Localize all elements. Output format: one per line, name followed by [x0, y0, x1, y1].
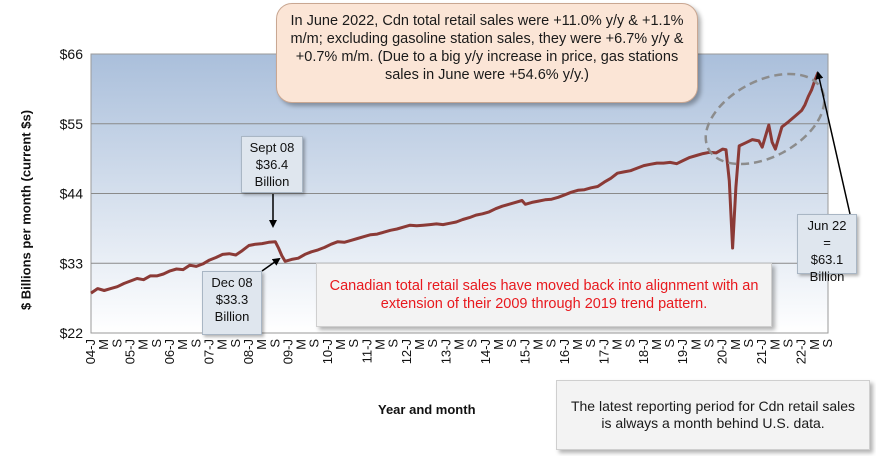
x-tick-label: S	[504, 339, 519, 348]
x-tick-label: 11-J	[359, 339, 374, 363]
x-tick-label: M	[609, 339, 624, 350]
x-tick-label: M	[412, 339, 427, 350]
x-tick-label: S	[267, 339, 282, 348]
x-tick-label: S	[544, 339, 559, 348]
x-tick-label: 06-J	[162, 339, 177, 364]
x-tick-label: 08-J	[241, 339, 256, 364]
x-tick-label: M	[807, 339, 822, 350]
x-tick-label: M	[373, 339, 388, 350]
x-tick-label: 19-J	[675, 339, 690, 364]
x-tick-label: S	[386, 339, 401, 348]
x-tick-label: 09-J	[280, 339, 295, 364]
y-tick-label: $22	[60, 325, 84, 341]
x-tick-label: 22-J	[794, 339, 809, 364]
x-tick-label: M	[570, 339, 585, 350]
x-tick-label: M	[294, 339, 309, 350]
x-tick-label: 12-J	[399, 339, 414, 364]
jun22-arrow	[815, 71, 851, 215]
x-tick-label: M	[728, 339, 743, 350]
x-tick-label: S	[228, 339, 243, 348]
x-tick-label: S	[109, 339, 124, 348]
y-tick-label: $44	[60, 186, 84, 202]
x-axis-title: Year and month	[378, 402, 476, 417]
x-tick-label: 17-J	[596, 339, 611, 364]
x-tick-label: S	[149, 339, 164, 348]
x-tick-label: 05-J	[122, 339, 137, 364]
x-tick-label: 13-J	[438, 339, 453, 364]
x-tick-label: S	[425, 339, 440, 348]
y-tick-label: $33	[60, 255, 84, 271]
callout-sep08: Sept 08 $36.4 Billion	[241, 136, 303, 193]
x-tick-label: M	[215, 339, 230, 350]
x-tick-label: 20-J	[715, 339, 730, 364]
callout-dec08-text: Dec 08 $33.3 Billion	[211, 275, 253, 324]
x-tick-label: S	[583, 339, 598, 348]
x-tick-label: 04-J	[83, 339, 98, 364]
x-tick-label: 16-J	[557, 339, 572, 364]
x-tick-label: M	[175, 339, 190, 350]
x-tick-label: S	[346, 339, 361, 348]
x-tick-label: M	[96, 339, 111, 350]
x-tick-label: M	[688, 339, 703, 350]
dec08-arrow	[261, 257, 281, 272]
x-tick-label: S	[741, 339, 756, 348]
note-middle: Canadian total retail sales have moved b…	[316, 263, 772, 327]
x-tick-label: S	[188, 339, 203, 348]
x-tick-label: 18-J	[636, 339, 651, 364]
x-tick-label: S	[781, 339, 796, 348]
x-tick-label: 07-J	[201, 339, 216, 364]
x-tick-label: 14-J	[478, 339, 493, 364]
x-tick-label: S	[662, 339, 677, 348]
x-tick-label: S	[465, 339, 480, 348]
x-tick-label: S	[307, 339, 322, 348]
callout-dec08: Dec 08 $33.3 Billion	[202, 271, 262, 335]
callout-sep08-text: Sept 08 $36.4 Billion	[249, 140, 295, 189]
x-tick-label: M	[452, 339, 467, 350]
note-top: In June 2022, Cdn total retail sales wer…	[276, 3, 698, 103]
callout-jun22-text: Jun 22 = $63.1 Billion	[807, 218, 847, 284]
callout-jun22: Jun 22 = $63.1 Billion	[797, 214, 857, 284]
x-tick-label: S	[702, 339, 717, 348]
note-bottom: The latest reporting period for Cdn reta…	[556, 380, 870, 450]
x-tick-label: 10-J	[320, 339, 335, 364]
x-tick-label: M	[767, 339, 782, 350]
series-line	[90, 71, 820, 295]
x-tick-label: M	[530, 339, 545, 350]
x-tick-label: 21-J	[754, 339, 769, 364]
x-tick-label: S	[623, 339, 638, 348]
x-tick-label: S	[820, 339, 835, 348]
y-tick-label: $66	[60, 46, 84, 62]
x-tick-label: M	[491, 339, 506, 350]
y-tick-label: $55	[60, 116, 84, 132]
x-tick-label: M	[254, 339, 269, 350]
x-tick-label: M	[136, 339, 151, 350]
x-tick-label: 15-J	[517, 339, 532, 364]
x-tick-label: M	[649, 339, 664, 350]
x-tick-label: M	[333, 339, 348, 350]
y-axis-title: $ Billions per month (current $s)	[18, 109, 34, 311]
